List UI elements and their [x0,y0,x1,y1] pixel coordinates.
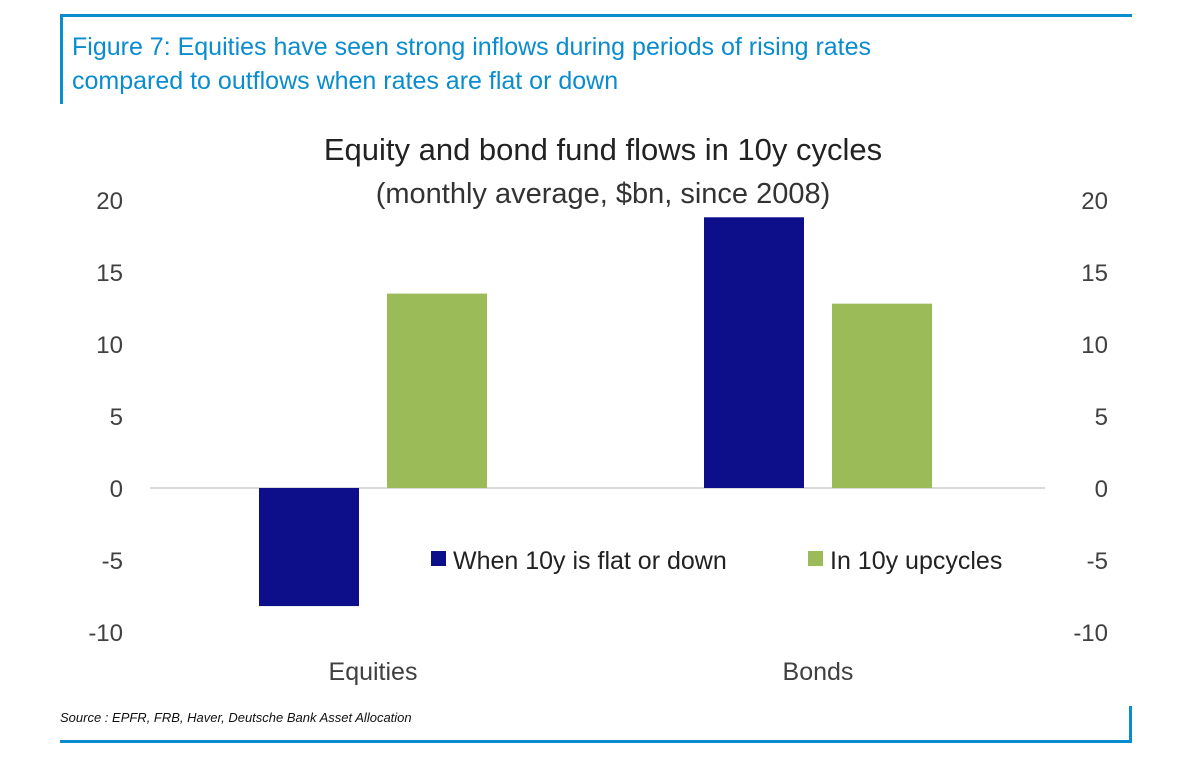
y-tick-label-right: -10 [1073,620,1108,647]
y-tick-label-left: -10 [88,620,123,647]
y-tick-label-right: 5 [1095,404,1108,431]
top-accent-rule [60,14,1132,17]
right-accent-rule [1129,706,1132,743]
figure-title-line-1: Figure 7: Equities have seen strong infl… [72,33,872,61]
legend-label-series-2: In 10y upcycles [830,547,1002,575]
chart-subtitle: (monthly average, $bn, since 2008) [376,178,831,210]
x-tick-label: Equities [329,658,418,686]
y-tick-label-left: 20 [96,188,123,215]
bar-equities-series-1 [259,488,359,607]
title-accent-rule [60,14,63,104]
figure-title: Figure 7: Equities have seen strong infl… [72,30,1132,98]
bar-bonds-series-2 [832,303,932,488]
y-tick-label-left: 5 [110,404,123,431]
bar-bonds-series-1 [704,217,804,488]
plot-area: 20 20 15 15 10 10 5 5 0 0 -5 -5 -10 -10 Equities Bonds W… [88,188,1108,686]
y-tick-label-right: 20 [1081,188,1108,215]
bar-chart: Equity and bond fund flows in 10y cycles… [88,132,1108,686]
chart-title: Equity and bond fund flows in 10y cycles [324,132,882,167]
y-tick-label-right: 0 [1095,476,1108,503]
source-note: Source : EPFR, FRB, Haver, Deutsche Bank… [60,710,412,725]
x-tick-label: Bonds [783,658,854,686]
y-tick-label-right: 15 [1081,260,1108,287]
y-tick-label-left: 15 [96,260,123,287]
legend-label-series-1: When 10y is flat or down [453,547,727,575]
y-tick-label-right: 10 [1081,332,1108,359]
legend-swatch-series-2 [808,551,823,566]
y-tick-label-right: -5 [1087,548,1108,575]
y-tick-label-left: 10 [96,332,123,359]
bottom-accent-rule [60,740,1132,743]
bar-equities-series-2 [387,293,487,488]
figure-title-line-2: compared to outflows when rates are flat… [72,67,619,95]
y-tick-label-left: 0 [110,476,123,503]
y-tick-label-left: -5 [102,548,123,575]
legend-swatch-series-1 [431,551,446,566]
